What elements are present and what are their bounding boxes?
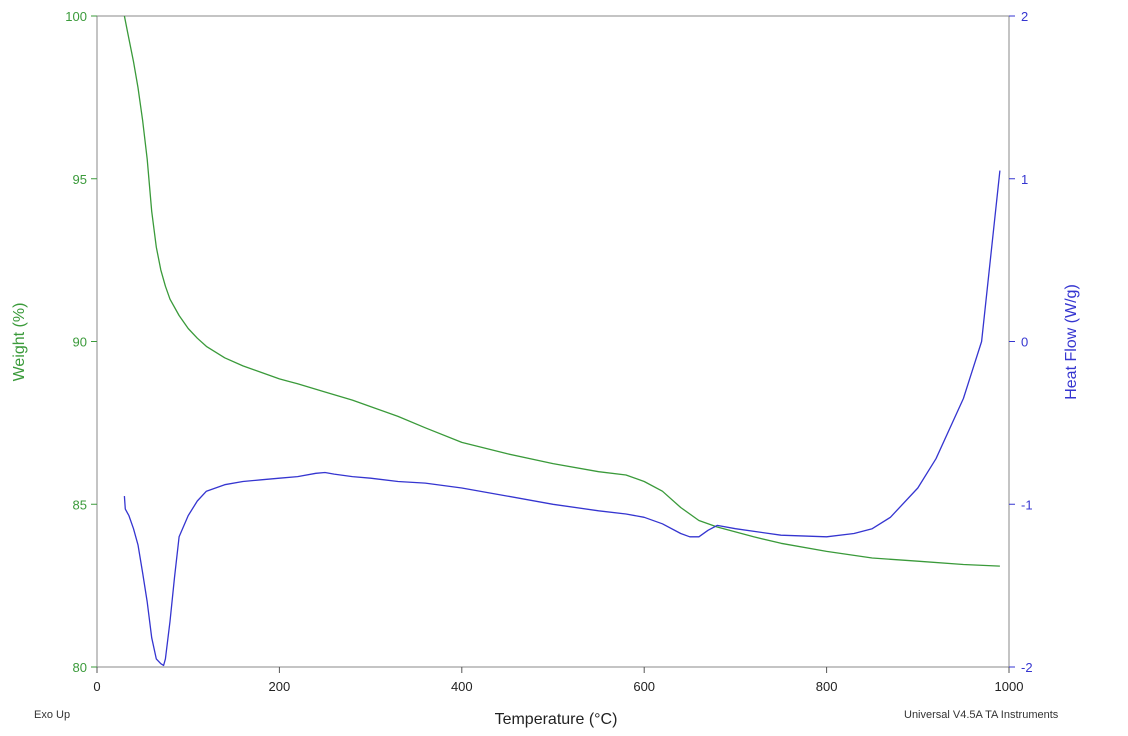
heat-flow-series-line bbox=[123, 170, 1001, 667]
right-axis-label: Heat Flow (W/g) bbox=[1063, 284, 1080, 400]
left-tick-label: 95 bbox=[73, 172, 87, 187]
right-tick-label: 2 bbox=[1021, 9, 1028, 24]
x-tick-label: 800 bbox=[816, 679, 838, 694]
left-tick-label: 80 bbox=[73, 660, 87, 675]
x-tick-label: 1000 bbox=[995, 679, 1024, 694]
right-tick-label: -1 bbox=[1021, 497, 1033, 512]
series-layer bbox=[123, 15, 1001, 667]
plot-frame bbox=[96, 15, 1010, 668]
x-axis-label: Temperature (°C) bbox=[495, 711, 618, 728]
left-axis-ticks: 80 85 90 95 100 bbox=[65, 9, 97, 675]
exo-up-note: Exo Up bbox=[34, 709, 71, 721]
x-tick-label: 0 bbox=[93, 679, 100, 694]
left-tick-label: 85 bbox=[73, 497, 87, 512]
left-axis-label: Weight (%) bbox=[11, 303, 28, 382]
right-tick-label: 1 bbox=[1021, 172, 1028, 187]
right-tick-label: -2 bbox=[1021, 660, 1033, 675]
left-tick-label: 100 bbox=[65, 9, 87, 24]
right-axis-ticks: -2 -1 0 1 2 bbox=[1009, 9, 1033, 675]
software-version-note: Universal V4.5A TA Instruments bbox=[904, 709, 1059, 721]
right-tick-label: 0 bbox=[1021, 335, 1028, 350]
x-tick-label: 600 bbox=[633, 679, 655, 694]
weight-series-line bbox=[123, 15, 1000, 567]
x-tick-label: 400 bbox=[451, 679, 473, 694]
x-axis-ticks: 0 200 400 600 800 1000 bbox=[93, 667, 1023, 694]
x-tick-label: 200 bbox=[269, 679, 291, 694]
left-tick-label: 90 bbox=[73, 335, 87, 350]
